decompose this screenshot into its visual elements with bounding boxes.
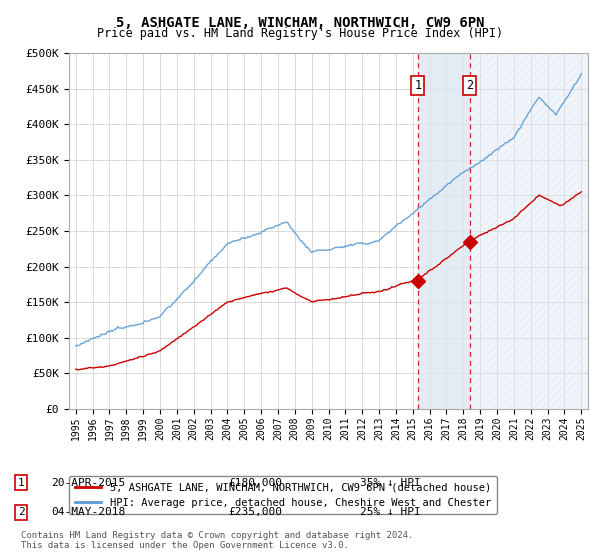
Text: 04-MAY-2018: 04-MAY-2018 xyxy=(51,507,125,517)
Text: Price paid vs. HM Land Registry's House Price Index (HPI): Price paid vs. HM Land Registry's House … xyxy=(97,27,503,40)
Text: 25% ↓ HPI: 25% ↓ HPI xyxy=(360,507,421,517)
Text: 1: 1 xyxy=(17,478,25,488)
Text: 2: 2 xyxy=(466,79,473,92)
Bar xyxy=(418,53,470,409)
Legend: 5, ASHGATE LANE, WINCHAM, NORTHWICH, CW9 6PN (detached house), HPI: Average pric: 5, ASHGATE LANE, WINCHAM, NORTHWICH, CW9… xyxy=(69,476,497,514)
Text: Contains HM Land Registry data © Crown copyright and database right 2024.
This d: Contains HM Land Registry data © Crown c… xyxy=(21,530,413,550)
Text: £180,000: £180,000 xyxy=(228,478,282,488)
Text: 2: 2 xyxy=(17,507,25,517)
Bar xyxy=(470,53,596,409)
Text: 35% ↓ HPI: 35% ↓ HPI xyxy=(360,478,421,488)
Text: 20-APR-2015: 20-APR-2015 xyxy=(51,478,125,488)
Text: 5, ASHGATE LANE, WINCHAM, NORTHWICH, CW9 6PN: 5, ASHGATE LANE, WINCHAM, NORTHWICH, CW9… xyxy=(116,16,484,30)
Text: £235,000: £235,000 xyxy=(228,507,282,517)
Text: 1: 1 xyxy=(414,79,421,92)
